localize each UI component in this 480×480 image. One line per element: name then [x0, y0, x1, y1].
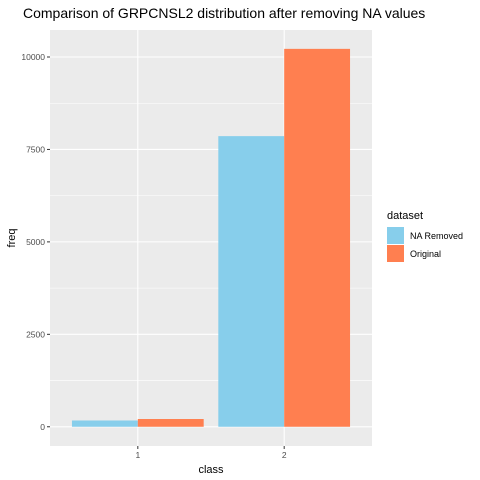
legend-label: Original — [410, 249, 441, 259]
y-axis: 0 2500 5000 7500 10000 — [21, 52, 50, 432]
y-tick-label: 0 — [40, 422, 45, 432]
legend-swatch — [387, 227, 404, 244]
y-axis-title: freq — [6, 229, 18, 248]
x-tick-label: 1 — [135, 450, 140, 460]
chart-title: Comparison of GRPCNSL2 distribution afte… — [23, 5, 425, 21]
legend-title: dataset — [387, 210, 423, 222]
legend-items: NA Removed Original — [387, 227, 463, 262]
legend: dataset NA Removed Original — [387, 210, 463, 262]
y-tick-label: 10000 — [21, 52, 45, 62]
bars — [71, 48, 351, 427]
bar — [284, 48, 351, 427]
y-tick-label: 2500 — [26, 329, 45, 339]
bar — [71, 420, 138, 427]
legend-label: NA Removed — [410, 231, 463, 241]
x-axis-title: class — [198, 464, 224, 476]
legend-swatch — [387, 245, 404, 262]
bar — [137, 419, 204, 427]
y-tick-label: 5000 — [26, 237, 45, 247]
x-tick-label: 2 — [282, 450, 287, 460]
y-tick-label: 7500 — [26, 144, 45, 154]
bar — [218, 136, 285, 427]
